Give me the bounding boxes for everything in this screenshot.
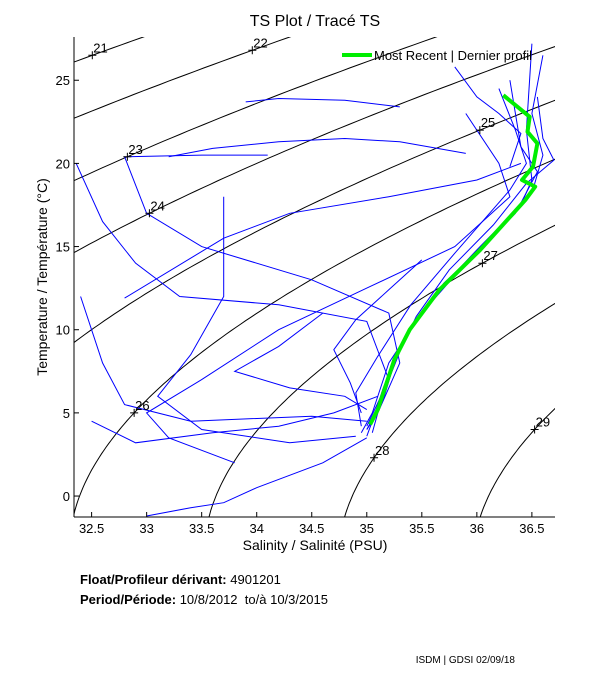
x-tick-label: 34 [249,521,263,536]
profile-line [123,154,401,430]
y-tick-label: 5 [63,406,70,421]
contour-label: 28 [375,443,389,458]
contour-label: 24 [150,198,164,213]
float-label: Float/Profileur dérivant: [80,572,227,587]
y-tick-label: 25 [56,73,70,88]
profile-line [333,259,423,414]
contour-label: 26 [135,398,149,413]
x-tick-label: 36.5 [519,521,544,536]
x-tick-label: 35 [360,521,374,536]
contour-label: 29 [536,415,550,430]
y-axis-label: Temperature / Température (°C) [34,178,50,376]
period-label: Period/Période: [80,592,177,607]
contour-marker [145,209,154,218]
contour-label: 22 [253,35,267,50]
period-end: 10/3/2015 [270,592,328,607]
legend-label: Most Recent | Dernier profil [374,48,532,63]
recent-profile-line [368,93,540,426]
y-tick-label: 15 [56,240,70,255]
density-contour-27 [208,224,555,517]
contour-label: 25 [481,115,495,130]
float-info: Float/Profileur dérivant: 4901201 [80,572,281,587]
period-info: Period/Période: 10/8/2012 to/à 10/3/2015 [80,592,328,607]
chart-title: TS Plot / Tracé TS [250,13,380,30]
density-contour-23 [74,37,438,182]
profile-line [75,163,390,427]
profile-line [366,96,555,430]
profile-line [146,437,368,517]
x-tick-label: 34.5 [299,521,324,536]
contour-label: 23 [128,142,142,157]
profile-line [355,88,527,427]
period-sep: to/à [244,592,267,607]
density-contour-29 [479,407,555,517]
x-tick-label: 35.5 [409,521,434,536]
contour-marker [475,126,484,135]
profile-line [156,196,356,444]
period-start: 10/8/2012 [179,592,238,607]
profile-line [168,137,466,158]
credit: ISDM | GDSI 02/09/18 [415,655,515,666]
contour-marker [370,453,379,462]
float-id: 4901201 [230,572,281,587]
x-tick-label: 33.5 [189,521,214,536]
profile-line [124,162,522,299]
density-contour-24 [74,46,555,254]
profile-line [145,113,511,464]
x-axis-label: Salinity / Salinité (PSU) [243,537,388,553]
legend: Most Recent | Dernier profil [342,48,532,63]
x-tick-label: 33 [139,521,153,536]
contour-label: 27 [483,248,497,263]
y-tick-label: 10 [56,323,70,338]
profile-line [80,296,367,422]
density-contour-26 [74,158,555,517]
profile-line [91,395,378,444]
density-contour-21 [74,37,145,63]
contour-labels: 21 22 23 24 25 26 27 28 29 [88,35,550,462]
most-recent-profile [368,93,540,426]
contour-marker [478,259,487,268]
contour-marker [248,46,257,55]
profile-line [245,97,400,108]
density-contour-28 [344,302,555,517]
contour-marker [130,408,139,417]
contour-marker [88,51,97,60]
profile-line [366,43,533,437]
density-contour-22 [74,37,292,119]
x-tick-label: 36 [470,521,484,536]
contour-marker [530,425,539,434]
y-tick-label: 20 [56,156,70,171]
y-tick-label: 0 [63,489,70,504]
contour-marker [123,152,132,161]
x-tick-label: 32.5 [79,521,104,536]
contour-label: 21 [93,40,107,55]
profile-line [233,312,368,411]
axes: 32.5 33 33.5 34 34.5 35 35.5 36 36.5 0 5 10 15 20 25 [56,37,555,536]
profile-line [454,66,522,167]
